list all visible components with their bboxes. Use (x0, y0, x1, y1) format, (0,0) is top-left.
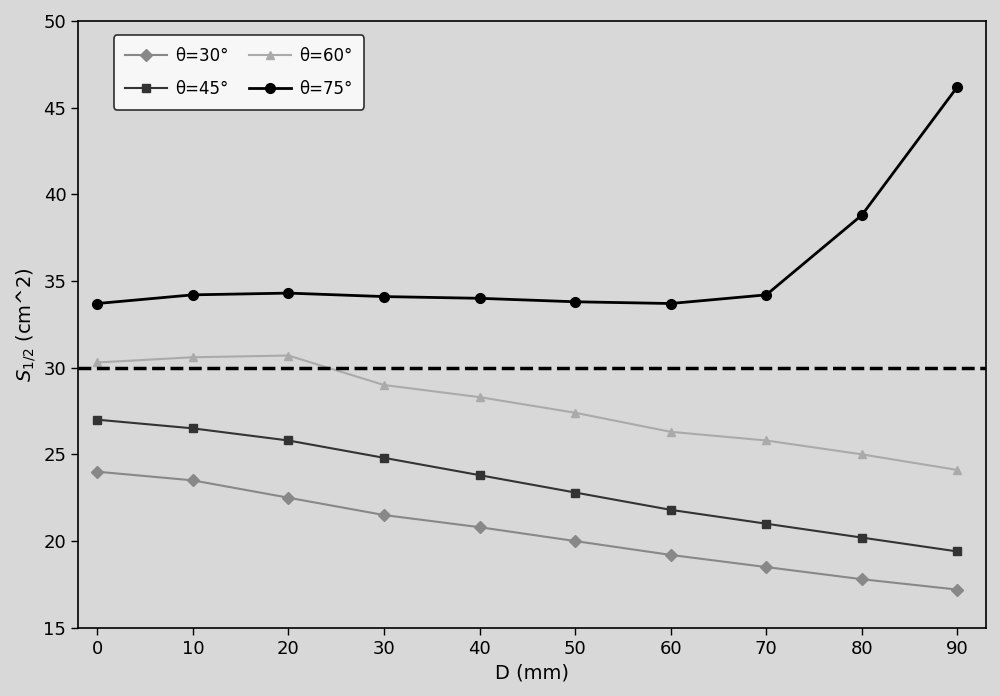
θ=30° (378, 511, 390, 519)
θ=30° (91, 468, 103, 476)
θ=30° (187, 476, 199, 484)
θ=60° (665, 427, 677, 436)
θ=45° (665, 506, 677, 514)
θ=60° (569, 409, 581, 417)
θ=60° (951, 466, 963, 474)
θ=75° (665, 299, 677, 308)
θ=30° (951, 585, 963, 594)
θ=45° (378, 454, 390, 462)
θ=45° (282, 436, 294, 445)
θ=75° (91, 299, 103, 308)
Line: θ=45°: θ=45° (93, 416, 962, 555)
θ=45° (187, 424, 199, 432)
Line: θ=75°: θ=75° (92, 82, 962, 308)
θ=75° (474, 294, 486, 303)
θ=60° (378, 381, 390, 389)
θ=30° (760, 563, 772, 571)
θ=45° (474, 471, 486, 480)
θ=45° (91, 416, 103, 424)
θ=30° (665, 551, 677, 559)
θ=75° (569, 298, 581, 306)
θ=45° (760, 519, 772, 528)
θ=45° (951, 547, 963, 555)
X-axis label: D (mm): D (mm) (495, 663, 569, 682)
θ=60° (91, 358, 103, 367)
Legend: θ=30°, θ=45°, θ=60°, θ=75°: θ=30°, θ=45°, θ=60°, θ=75° (114, 35, 364, 110)
θ=30° (282, 493, 294, 502)
θ=75° (187, 291, 199, 299)
θ=30° (474, 523, 486, 531)
θ=75° (951, 83, 963, 91)
θ=60° (760, 436, 772, 445)
θ=45° (569, 489, 581, 497)
θ=75° (856, 211, 868, 219)
θ=75° (378, 292, 390, 301)
θ=75° (760, 291, 772, 299)
Y-axis label: $S_{1/2}$ (cm^2): $S_{1/2}$ (cm^2) (14, 267, 38, 381)
Line: θ=60°: θ=60° (93, 351, 962, 474)
θ=30° (569, 537, 581, 545)
Line: θ=30°: θ=30° (93, 468, 962, 594)
θ=30° (856, 575, 868, 583)
θ=75° (282, 289, 294, 297)
θ=45° (856, 533, 868, 541)
θ=60° (187, 353, 199, 361)
θ=60° (856, 450, 868, 459)
θ=60° (474, 393, 486, 402)
θ=60° (282, 351, 294, 360)
